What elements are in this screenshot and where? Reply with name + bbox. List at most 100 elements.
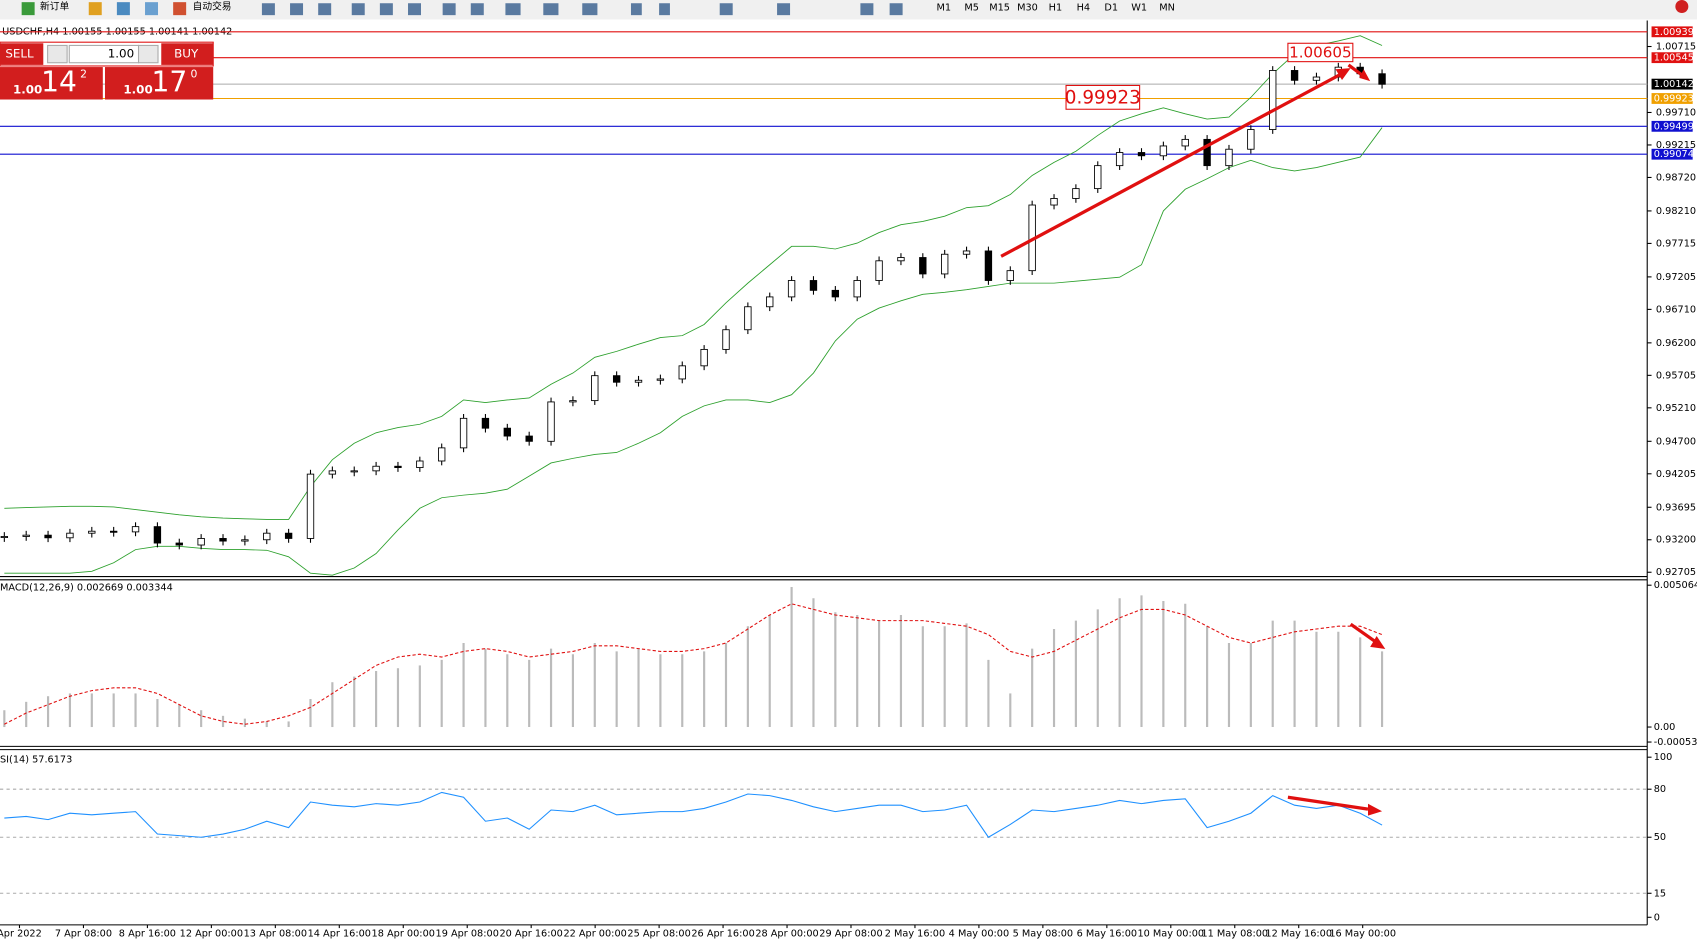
- candle: [525, 435, 533, 442]
- candle: [1269, 70, 1277, 130]
- buy-button[interactable]: [161, 43, 214, 65]
- arrow-head: [1359, 69, 1371, 82]
- level-tag: [1651, 93, 1693, 104]
- timeframe[interactable]: W1: [1131, 3, 1147, 14]
- y-tick-label: 0.96710: [1656, 304, 1696, 315]
- icon[interactable]: [777, 3, 791, 16]
- x-tick-label: 19 Apr 08:00: [436, 929, 499, 940]
- candle: [394, 465, 402, 468]
- candle: [962, 250, 971, 255]
- y-tick-label: 0.97715: [1656, 238, 1696, 249]
- y-tick-label: 0.97205: [1656, 272, 1696, 283]
- price-big: 17: [152, 65, 188, 98]
- icon[interactable]: [860, 3, 874, 16]
- candle: [1072, 188, 1080, 199]
- arrow-head: [1335, 68, 1351, 81]
- icon[interactable]: [408, 3, 422, 16]
- x-tick-label: 11 May 08:00: [1201, 929, 1268, 940]
- y-tick-label: 0.98720: [1656, 172, 1696, 183]
- candle: [897, 257, 905, 262]
- y-tick-label: 0.99215: [1656, 140, 1696, 151]
- trend-arrow: [1000, 72, 1343, 258]
- timeframe[interactable]: M30: [1017, 3, 1038, 14]
- macd-signal: [4, 603, 1383, 725]
- x-tick-label: 28 Apr 00:00: [755, 929, 818, 940]
- icon[interactable]: [889, 3, 903, 16]
- sell-button[interactable]: [0, 43, 44, 65]
- price-prefix: 1.00: [13, 82, 42, 96]
- alert-badge[interactable]: [1675, 0, 1689, 13]
- icon[interactable]: [379, 3, 393, 16]
- lot-down[interactable]: [47, 44, 68, 64]
- timeframe[interactable]: M1: [936, 3, 951, 14]
- candle: [1094, 165, 1102, 190]
- x-tick-label: 4 May 00:00: [949, 929, 1009, 940]
- annotation-box: [1065, 84, 1141, 110]
- candle: [481, 417, 490, 429]
- candle: [1290, 70, 1299, 81]
- lot-up[interactable]: [137, 44, 159, 64]
- macd-label: MACD(12,26,9) 0.002669 0.003344: [0, 582, 173, 593]
- icon[interactable]: [318, 3, 332, 16]
- y-tick-label: 0.94700: [1656, 436, 1696, 447]
- candle: [547, 401, 555, 442]
- timeframe[interactable]: M5: [964, 3, 979, 14]
- icon[interactable]: [505, 3, 521, 16]
- candle: [0, 536, 9, 538]
- candle: [1159, 145, 1168, 157]
- y-tick-label: 0.93200: [1656, 535, 1696, 546]
- icon[interactable]: [145, 2, 159, 16]
- new-order[interactable]: 新订单: [40, 0, 69, 12]
- y-tick-label: 0.96200: [1656, 338, 1696, 349]
- timeframe[interactable]: H4: [1077, 3, 1091, 14]
- x-tick-label: 6 May 16:00: [1077, 929, 1137, 940]
- level-label: 0.99923: [1654, 93, 1694, 104]
- candle: [1115, 152, 1124, 167]
- x-tick-label: 7 Apr 08:00: [55, 929, 112, 940]
- candle: [438, 447, 446, 462]
- candle: [263, 532, 271, 541]
- tool-icons: [261, 3, 903, 16]
- timeframe[interactable]: D1: [1104, 3, 1118, 14]
- plot: 1.00715 0.99710 0.99215 0.98720 0.98210 0.977…: [0, 26, 1697, 940]
- rsi-label: SI(14) 57.6173: [0, 754, 72, 765]
- trade-panel: SELL 1.00 BUY 1.00 14 2 1.00 17 0: [0, 41, 214, 100]
- sell-price[interactable]: [0, 67, 103, 100]
- icon[interactable]: [543, 3, 559, 16]
- y-tick-label: 0.94205: [1656, 469, 1696, 480]
- candle: [919, 257, 927, 275]
- candle: [66, 532, 74, 539]
- timeframe[interactable]: M15: [989, 3, 1010, 14]
- icon[interactable]: [582, 3, 598, 16]
- auto-trading[interactable]: 自动交易: [193, 0, 232, 12]
- timeframe[interactable]: H1: [1049, 3, 1063, 14]
- buy-price[interactable]: [104, 67, 214, 100]
- candle: [766, 296, 774, 308]
- icon[interactable]: [630, 3, 642, 16]
- lot-value[interactable]: 1.00: [108, 47, 134, 61]
- chart-area: [0, 20, 1697, 940]
- level-tag: [1651, 26, 1693, 38]
- timeframe[interactable]: MN: [1159, 3, 1175, 14]
- auto-trading-icon[interactable]: [173, 2, 187, 16]
- icon[interactable]: [659, 3, 670, 16]
- candle: [1312, 76, 1321, 81]
- y-tick-label: 0.95705: [1656, 370, 1696, 381]
- icon[interactable]: [290, 3, 304, 16]
- y-tick-label: 0.99710: [1656, 107, 1696, 118]
- sell-label[interactable]: SELL: [5, 47, 34, 61]
- icon[interactable]: [470, 3, 484, 16]
- icon[interactable]: [261, 3, 275, 16]
- icon[interactable]: [719, 3, 733, 16]
- icon[interactable]: [351, 3, 365, 16]
- candle: [875, 260, 883, 281]
- new-order-icon[interactable]: [21, 2, 35, 16]
- icon[interactable]: [442, 3, 456, 16]
- level-label: 0.99499: [1654, 121, 1694, 132]
- icon[interactable]: [116, 2, 130, 16]
- arrow-head: [1367, 803, 1383, 816]
- x-tick-label: 12 Apr 00:00: [180, 929, 243, 940]
- icon[interactable]: [88, 2, 102, 16]
- buy-label[interactable]: BUY: [174, 47, 199, 61]
